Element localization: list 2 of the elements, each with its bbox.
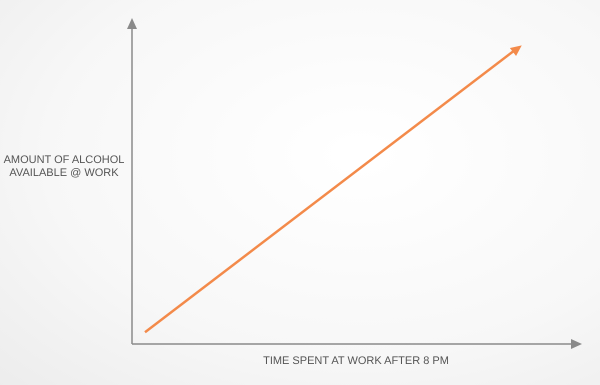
x-axis-title: TIME SPENT AT WORK AFTER 8 PM (262, 355, 450, 367)
y-axis-title: AMOUNT OF ALCOHOL AVAILABLE @ WORK (2, 154, 126, 180)
